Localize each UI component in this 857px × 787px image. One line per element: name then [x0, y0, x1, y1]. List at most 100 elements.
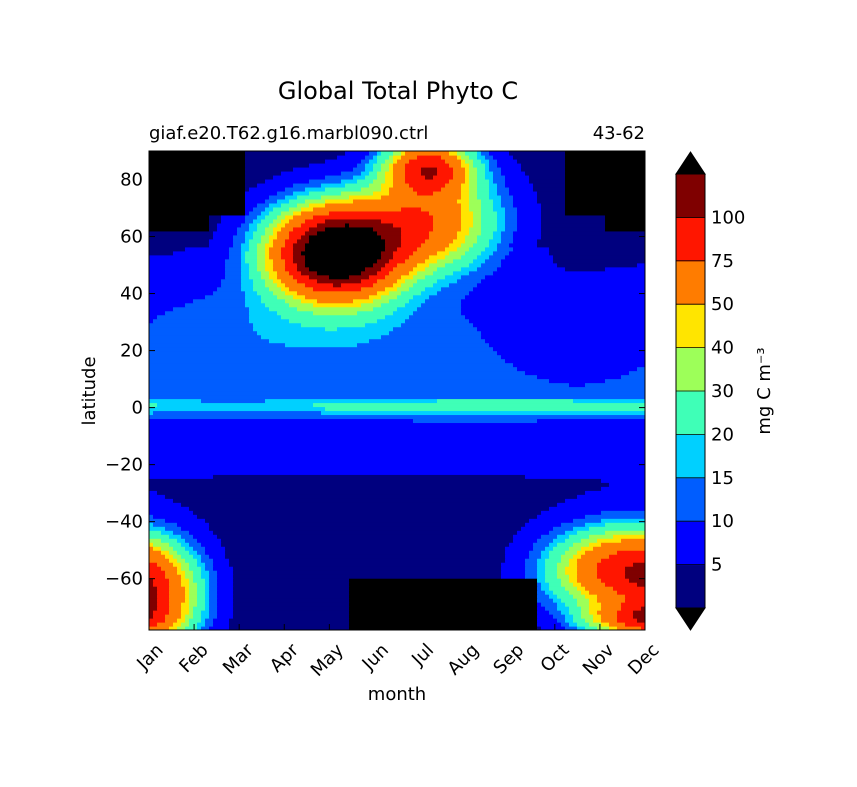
- contour-cell: [185, 574, 194, 579]
- contour-cell: [233, 606, 350, 611]
- contour-cell: [161, 566, 178, 571]
- contour-cell: [265, 258, 274, 264]
- contour-cell: [197, 558, 202, 563]
- contour-cell: [229, 246, 242, 252]
- contour-cell: [165, 574, 182, 579]
- contour-cell: [205, 566, 214, 571]
- contour-cell: [437, 266, 462, 272]
- contour-cell: [637, 366, 645, 372]
- contour-cell: [625, 594, 645, 599]
- contour-cell: [281, 278, 298, 284]
- contour-cell: [361, 270, 378, 276]
- contour-cell: [261, 294, 278, 300]
- contour-cell: [569, 574, 578, 579]
- contour-cell: [537, 626, 542, 630]
- contour-cell: [417, 246, 446, 252]
- contour-cell: [497, 182, 506, 188]
- contour-cell: [625, 574, 645, 579]
- contour-cell: [577, 558, 602, 563]
- contour-cell: [593, 614, 602, 619]
- contour-cell: [629, 578, 645, 583]
- contour-cell: [229, 558, 506, 563]
- contour-cell: [445, 274, 462, 280]
- contour-cell: [373, 298, 390, 304]
- contour-cell: [433, 226, 462, 232]
- contour-cell: [157, 402, 314, 408]
- contour-cell: [165, 526, 182, 531]
- chart-title: Global Total Phyto C: [278, 77, 518, 105]
- contour-cell: [245, 186, 250, 192]
- contour-cell: [449, 282, 478, 288]
- contour-cell: [149, 406, 326, 412]
- contour-cell: [189, 606, 194, 611]
- contour-cell: [201, 558, 214, 563]
- contour-cell: [565, 266, 606, 272]
- contour-cell: [541, 226, 606, 232]
- contour-cell: [541, 582, 550, 587]
- contour-cell: [529, 550, 542, 555]
- contour-cell: [377, 290, 390, 296]
- contour-cell: [217, 222, 242, 228]
- contour-cell: [453, 166, 466, 172]
- contour-cell: [257, 254, 266, 260]
- contour-cell: [577, 550, 586, 555]
- contour-cell: [289, 286, 314, 292]
- contour-cell: [233, 234, 246, 240]
- contour-cell: [153, 542, 170, 547]
- contour-cell: [597, 574, 626, 579]
- contour-cell: [221, 538, 514, 543]
- contour-cell: [369, 338, 486, 344]
- contour-cell: [189, 622, 198, 627]
- contour-cell: [577, 586, 586, 591]
- contour-cell: [245, 162, 310, 168]
- contour-cell: [509, 186, 534, 192]
- contour-cell: [597, 562, 634, 567]
- colorbar-over-arrow: [675, 151, 706, 175]
- contour-cell: [149, 546, 154, 551]
- contour-cell: [489, 151, 510, 156]
- colorbar-segment: [676, 521, 705, 566]
- contour-cell: [201, 614, 210, 619]
- contour-cell: [525, 574, 538, 579]
- y-axis-label: latitude: [79, 356, 100, 425]
- contour-cell: [601, 478, 645, 483]
- contour-cell: [285, 290, 298, 296]
- contour-cell: [577, 530, 606, 535]
- contour-cell: [469, 154, 478, 160]
- contour-cell: [269, 210, 282, 216]
- x-tick-label: Dec: [624, 640, 663, 679]
- contour-cell: [213, 234, 234, 240]
- contour-cell: [269, 194, 286, 200]
- contour-cell: [149, 422, 645, 428]
- contour-cell: [285, 194, 298, 200]
- contour-cell: [201, 542, 222, 547]
- contour-cell: [285, 262, 298, 268]
- contour-cell: [425, 258, 438, 264]
- contour-cell: [397, 286, 410, 292]
- contour-cell: [197, 594, 206, 599]
- contour-cell: [309, 178, 342, 184]
- contour-cell: [433, 214, 462, 220]
- contour-cell: [565, 202, 645, 208]
- contour-cell: [597, 626, 610, 630]
- contour-cell: [149, 278, 222, 284]
- contour-cell: [437, 398, 574, 404]
- contour-cell: [253, 234, 262, 240]
- contour-cell: [537, 590, 546, 595]
- contour-cell: [493, 270, 645, 276]
- contour-cell: [437, 290, 470, 296]
- contour-cell: [393, 250, 414, 256]
- contour-cell: [365, 154, 374, 160]
- contour-cell: [241, 286, 254, 292]
- colorbar-segment: [676, 391, 705, 435]
- contour-cell: [505, 210, 518, 216]
- contour-cell: [265, 250, 270, 256]
- contour-cell: [149, 338, 270, 344]
- contour-cell: [289, 198, 306, 204]
- contour-cell: [357, 162, 366, 168]
- contour-cell: [465, 158, 474, 164]
- contour-cell: [493, 154, 514, 160]
- contour-cell: [481, 250, 494, 256]
- contour-cell: [149, 438, 645, 443]
